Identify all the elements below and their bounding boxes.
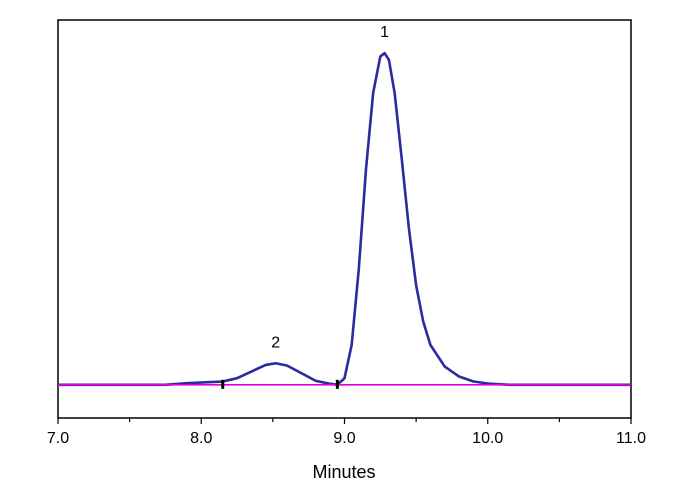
- peak-label: 1: [380, 24, 389, 41]
- x-tick-label: 9.0: [333, 430, 355, 447]
- integration-markers: [221, 379, 339, 389]
- peak-annotations: 12: [271, 24, 389, 351]
- x-axis-title: Minutes: [312, 462, 375, 482]
- x-tick-label: 8.0: [190, 430, 212, 447]
- integration-marker: [335, 379, 339, 389]
- peak-label: 2: [271, 334, 280, 351]
- x-tick-label: 11.0: [616, 430, 646, 447]
- series-layer: [58, 51, 631, 387]
- x-tick-label: 7.0: [47, 430, 69, 447]
- integration-marker: [221, 379, 225, 389]
- x-tick-label: 10.0: [472, 430, 503, 447]
- signal-trace: [58, 51, 631, 387]
- plot-frame: [57, 19, 632, 419]
- x-axis-tick-labels: 7.0 8.0 9.0 10.0 11.0: [47, 430, 646, 447]
- x-axis-ticks: [57, 418, 632, 424]
